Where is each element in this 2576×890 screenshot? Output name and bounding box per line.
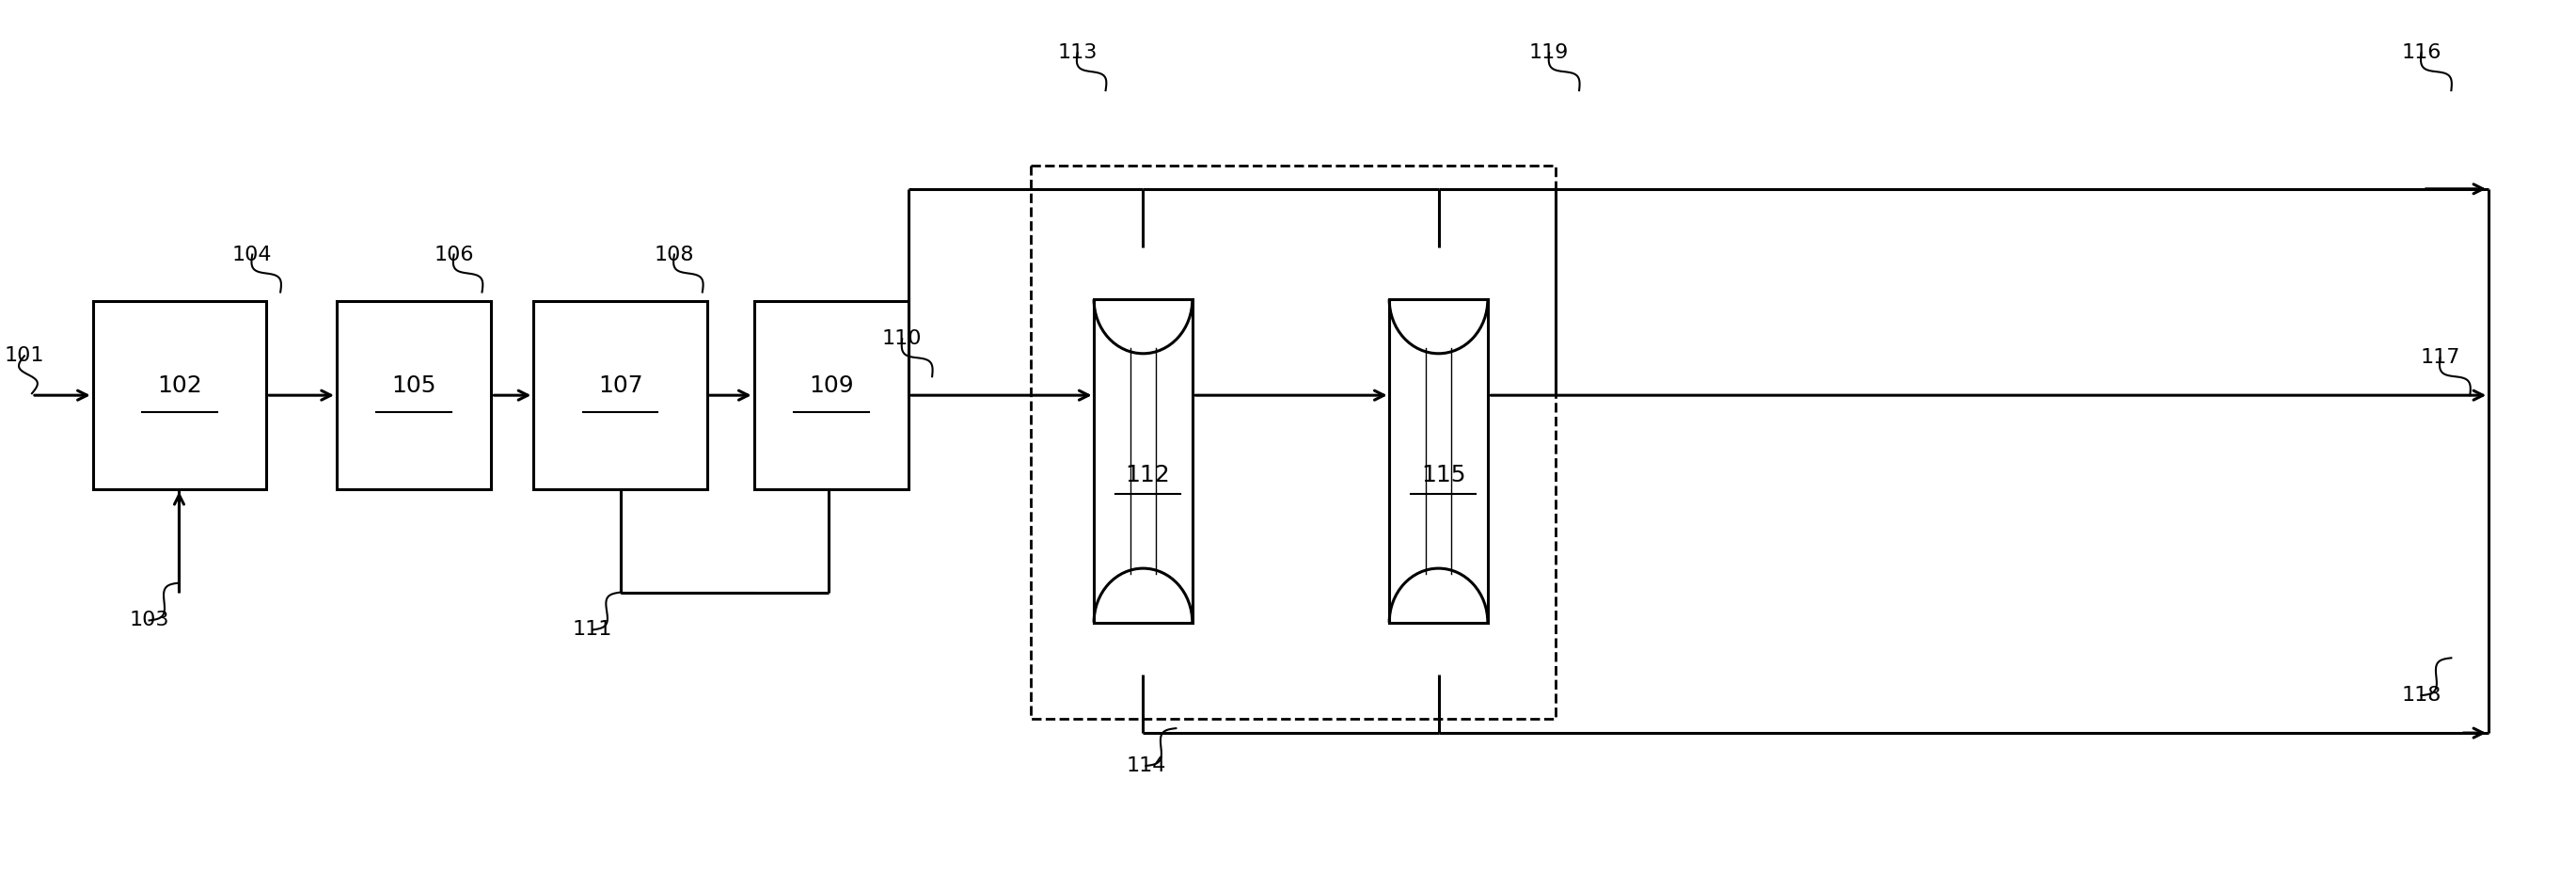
Text: 113: 113 xyxy=(1059,44,1097,62)
Text: 119: 119 xyxy=(1530,44,1569,62)
Text: 109: 109 xyxy=(809,375,853,397)
Bar xyxy=(337,302,492,490)
Text: 117: 117 xyxy=(2419,348,2460,368)
Text: 108: 108 xyxy=(654,245,696,264)
Text: 106: 106 xyxy=(433,245,474,264)
Text: 110: 110 xyxy=(881,329,922,348)
Bar xyxy=(1030,166,1556,719)
Bar xyxy=(755,302,909,490)
Text: 107: 107 xyxy=(598,375,644,397)
Text: 115: 115 xyxy=(1422,464,1466,486)
Text: 111: 111 xyxy=(572,620,613,639)
Text: 104: 104 xyxy=(232,245,273,264)
Text: 118: 118 xyxy=(2401,686,2442,705)
Text: 105: 105 xyxy=(392,375,435,397)
Text: 114: 114 xyxy=(1126,756,1167,775)
Bar xyxy=(533,302,706,490)
Text: 102: 102 xyxy=(157,375,201,397)
Bar xyxy=(1388,299,1489,622)
Text: 103: 103 xyxy=(129,611,170,630)
Text: 116: 116 xyxy=(2401,44,2442,62)
Bar xyxy=(93,302,265,490)
Text: 112: 112 xyxy=(1126,464,1170,486)
Bar xyxy=(1095,299,1193,622)
Text: 101: 101 xyxy=(5,346,44,365)
